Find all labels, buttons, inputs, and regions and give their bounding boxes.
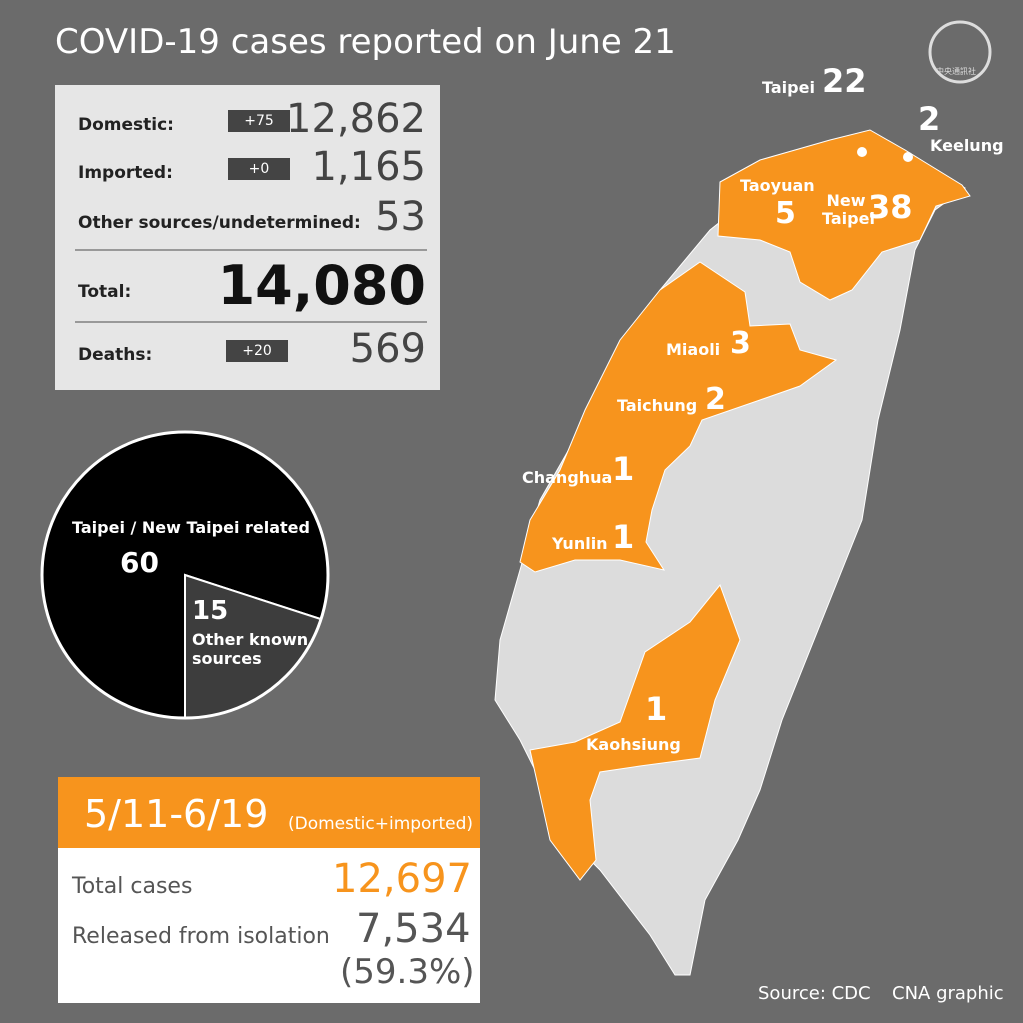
row-label: Total: xyxy=(78,282,132,302)
region-cases: 22 xyxy=(822,62,867,100)
region-cases: 2 xyxy=(918,100,941,138)
logo-ring xyxy=(928,20,992,84)
period-label: Total cases xyxy=(72,874,193,899)
region-name: Taichung xyxy=(617,396,698,415)
region-cases: 5 xyxy=(775,196,796,231)
region-name: Taoyuan xyxy=(740,176,815,195)
period-value: 7,534 xyxy=(356,906,471,952)
region-cases: 3 xyxy=(730,326,751,361)
period-header xyxy=(58,777,480,848)
row-label: Domestic: xyxy=(78,115,174,135)
region-name: Yunlin xyxy=(552,534,608,553)
region-cases: 1 xyxy=(645,690,668,728)
row-value: 53 xyxy=(375,194,426,240)
map-dot xyxy=(903,152,913,162)
period-label: Released from isolation xyxy=(72,924,330,949)
source: Source: CDC xyxy=(758,983,871,1004)
row-value: 1,165 xyxy=(311,144,426,190)
period-body xyxy=(58,848,480,1003)
region-cases: 2 xyxy=(705,382,726,417)
logo-text: 中央通訊社 xyxy=(936,67,976,76)
region-name: Kaohsiung xyxy=(586,735,681,754)
map-dot xyxy=(857,147,867,157)
row-label: Deaths: xyxy=(78,345,153,365)
region-cases: 1 xyxy=(612,450,635,488)
change-badge: +75 xyxy=(228,110,290,132)
row-label: Other sources/undetermined: xyxy=(78,213,361,233)
period-percent: (59.3%) xyxy=(340,952,475,992)
region-name: Taipei xyxy=(762,78,815,97)
row-value: 14,080 xyxy=(217,254,426,317)
summary-box xyxy=(55,85,440,390)
row-label: Imported: xyxy=(78,163,173,183)
slice-value: 60 xyxy=(120,546,159,579)
credit: CNA graphic xyxy=(892,983,1004,1004)
period-value: 12,697 xyxy=(332,856,472,902)
row-value: 12,862 xyxy=(286,96,426,142)
region-cases: 1 xyxy=(612,518,635,556)
period-range: 5/11-6/19 xyxy=(84,792,269,836)
period-note: (Domestic+imported) xyxy=(288,814,473,834)
slice-value: 15 xyxy=(192,596,229,626)
region-central xyxy=(519,261,838,573)
title: COVID-19 cases reported on June 21 xyxy=(55,22,676,62)
pie-chart xyxy=(40,430,330,720)
region-name: New Taipei xyxy=(822,191,875,228)
slice-label: Taipei / New Taipei related xyxy=(72,518,310,537)
region-south xyxy=(529,583,741,881)
region-name: Miaoli xyxy=(666,340,721,359)
change-badge: +20 xyxy=(226,340,288,362)
region-name: Keelung xyxy=(930,136,1004,155)
region-cases: 38 xyxy=(868,188,913,226)
change-badge: +0 xyxy=(228,158,290,180)
row-value: 569 xyxy=(349,326,426,372)
region-north xyxy=(717,129,971,301)
region-name: Changhua xyxy=(522,468,613,487)
pie-border xyxy=(40,430,330,720)
slice-label: Other known sources xyxy=(192,630,309,668)
